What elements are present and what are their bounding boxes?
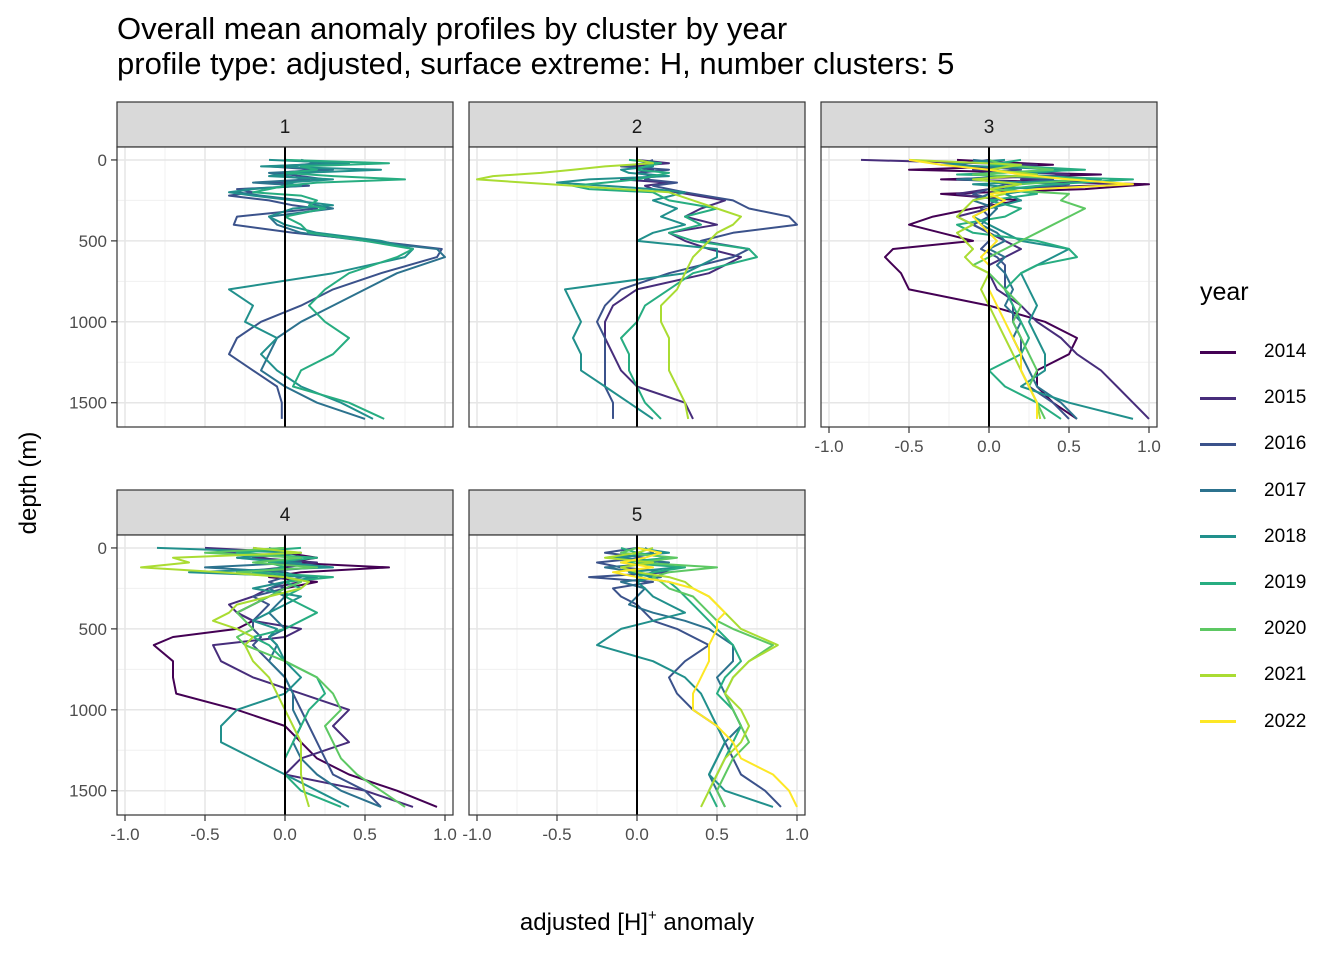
x-tick-label: -1.0 <box>814 437 843 456</box>
legend-label: 2022 <box>1264 710 1307 732</box>
legend-item: 2014 <box>1200 329 1306 375</box>
chart-subtitle: profile type: adjusted, surface extreme:… <box>117 46 955 81</box>
x-tick-label: 1.0 <box>433 825 457 844</box>
y-tick-label: 1500 <box>69 394 107 413</box>
series-line-2022 <box>612 546 798 808</box>
legend-item: 2019 <box>1200 560 1306 606</box>
series-line-2021 <box>604 546 779 808</box>
series-line-2014 <box>152 546 438 808</box>
legend-item: 2021 <box>1200 652 1306 698</box>
x-tick-label: -0.5 <box>894 437 923 456</box>
legend-label: 2018 <box>1264 525 1307 547</box>
legend-key <box>1200 673 1236 677</box>
x-axis-title: adjusted [H]+ anomaly <box>520 907 754 936</box>
x-tick-label: 0.5 <box>1057 437 1081 456</box>
series-line-2020 <box>204 546 406 808</box>
legend-label: 2016 <box>1264 433 1307 455</box>
legend-label: 2015 <box>1264 387 1307 409</box>
x-tick-label: 0.5 <box>705 825 729 844</box>
legend-item: 2020 <box>1200 606 1306 652</box>
y-tick-label: 500 <box>79 232 107 251</box>
x-tick-label: 0.5 <box>353 825 377 844</box>
series-line-2022 <box>908 158 1134 419</box>
panel-border <box>468 146 806 428</box>
facet-label: 4 <box>280 505 291 526</box>
legend-items: 2014 2015 2016 2017 2018 2019 2020 2021 2022 <box>1200 329 1306 745</box>
legend-item: 2017 <box>1200 468 1306 514</box>
x-tick-label: -0.5 <box>542 825 571 844</box>
y-tick-label: 500 <box>79 620 107 639</box>
series-line-2021 <box>476 158 742 420</box>
legend-key <box>1200 442 1236 446</box>
legend-item: 2018 <box>1200 514 1306 560</box>
x-tick-label: 1.0 <box>1137 437 1161 456</box>
legend-key <box>1200 489 1236 493</box>
legend-label: 2014 <box>1264 341 1307 363</box>
legend-item: 2022 <box>1200 699 1306 745</box>
y-tick-label: 1000 <box>69 313 107 332</box>
x-tick-label: 1.0 <box>785 825 809 844</box>
x-tick-label: 0.0 <box>273 825 297 844</box>
legend-label: 2021 <box>1264 664 1307 686</box>
facet-label: 1 <box>280 117 291 138</box>
x-tick-label: 0.0 <box>977 437 1001 456</box>
legend-key <box>1200 581 1236 585</box>
series-line-2019 <box>236 546 342 808</box>
legend-label: 2017 <box>1264 479 1307 501</box>
legend-item: 2015 <box>1200 375 1306 421</box>
x-tick-label: -1.0 <box>462 825 491 844</box>
facet-strip <box>468 489 806 536</box>
series-line-2020 <box>972 158 1086 420</box>
legend-key <box>1200 350 1236 354</box>
facet-label: 3 <box>984 117 995 138</box>
x-tick-label: -0.5 <box>190 825 219 844</box>
legend-label: 2019 <box>1264 572 1307 594</box>
series-line-2021 <box>140 546 310 808</box>
panel-border <box>116 146 454 428</box>
y-axis-title: depth (m) <box>15 432 42 535</box>
facet-label: 5 <box>632 505 643 526</box>
y-tick-label: 1500 <box>69 782 107 801</box>
series-line-2016 <box>228 158 443 419</box>
x-tick-label: -1.0 <box>110 825 139 844</box>
legend: year 2014 2015 2016 2017 2018 2019 2020 2021 202… <box>1200 278 1306 745</box>
series-line-2019 <box>956 158 1134 420</box>
y-tick-label: 0 <box>98 539 107 558</box>
series-line-2018 <box>228 158 414 420</box>
legend-item: 2016 <box>1200 421 1306 467</box>
legend-key <box>1200 720 1236 724</box>
facet-strip <box>468 101 806 148</box>
legend-title: year <box>1200 278 1249 306</box>
x-tick-label: 0.0 <box>625 825 649 844</box>
y-tick-label: 0 <box>98 151 107 170</box>
y-tick-label: 1000 <box>69 701 107 720</box>
legend-label: 2020 <box>1264 618 1307 640</box>
facet-label: 2 <box>632 117 643 138</box>
legend-key <box>1200 627 1236 631</box>
facet-strip <box>116 489 454 536</box>
series-line-2019 <box>572 158 758 420</box>
legend-key <box>1200 396 1236 400</box>
chart-title: Overall mean anomaly profiles by cluster… <box>117 11 788 46</box>
legend-key <box>1200 535 1236 539</box>
